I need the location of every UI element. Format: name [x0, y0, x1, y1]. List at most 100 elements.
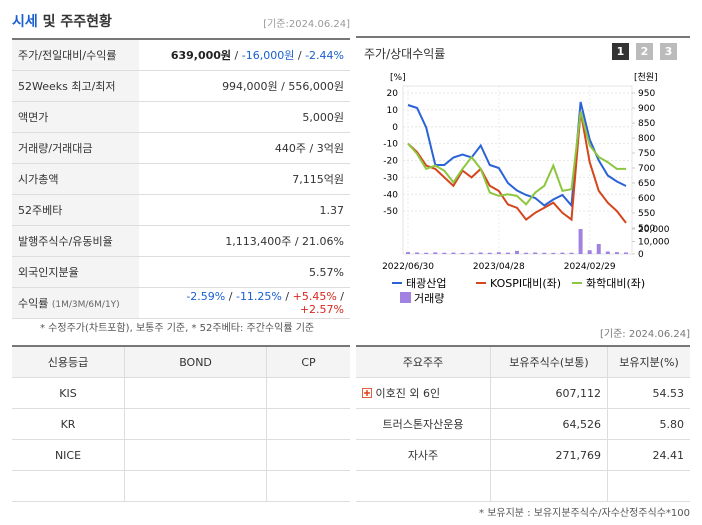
value: 5.57% — [309, 265, 344, 279]
series-line — [407, 111, 627, 224]
value: 556,000원 — [288, 80, 344, 93]
label: 주가/전일대비/수익률 — [18, 49, 117, 62]
value: +2.57% — [299, 303, 344, 316]
label-cell: 52Weeks 최고/최저 — [12, 70, 139, 102]
value: -2.44% — [305, 49, 344, 62]
volume-bar — [469, 252, 474, 254]
volume-bar — [533, 252, 538, 254]
row: 액면가 5,000원 — [12, 101, 350, 133]
separator: / — [281, 80, 285, 93]
cell: 24.41 — [607, 439, 690, 471]
y2-tick-label: 800 — [638, 134, 655, 144]
volume-bar — [424, 252, 429, 254]
volume-tick-label: 10,000 — [638, 238, 670, 248]
y-tick-label: -40 — [383, 190, 398, 200]
volume-bar — [433, 252, 438, 254]
label-cell: 수익률 (1M/3M/6M/1Y) — [12, 287, 139, 319]
label: 발행주식수/유동비율 — [18, 235, 113, 248]
chart-panel-title: 주가/상대수익률 — [364, 47, 446, 61]
y2-tick-label: 950 — [638, 89, 655, 99]
cell: 607,112 — [490, 377, 608, 409]
value-cell: 639,000원 / -16,000원 / -2.44% — [139, 39, 350, 71]
row: 주가/전일대비/수익률 639,000원 / -16,000원 / -2.44% — [12, 39, 350, 71]
value: 440주 — [274, 142, 307, 155]
page-title: 시세 및 주주현황 — [12, 11, 112, 31]
value: 1,113,400주 — [225, 235, 292, 248]
separator: / — [309, 142, 314, 155]
separator: / — [228, 290, 233, 303]
label-cell: 액면가 — [12, 101, 139, 133]
volume-bar — [569, 252, 574, 254]
y2-tick-label: 500 — [638, 224, 655, 234]
legend-label: 거래량 — [414, 292, 444, 305]
row: 52Weeks 최고/최저 994,000원 / 556,000원 — [12, 70, 350, 102]
series-line — [407, 101, 627, 208]
y2-tick-label: 700 — [638, 164, 655, 174]
value-cell: 1,113,400주 / 21.06% — [139, 225, 350, 257]
y-tick-label: 0 — [392, 123, 398, 133]
tab[interactable]: 3 — [660, 43, 677, 60]
y2-tick-label: 650 — [638, 179, 655, 189]
value: -11.25% — [235, 290, 282, 303]
volume-bar — [614, 252, 619, 254]
volume-bar — [587, 250, 592, 254]
label-cell: 주가/전일대비/수익률 — [12, 39, 139, 71]
y2-tick-label: 600 — [638, 194, 655, 204]
title-highlight: 시세 — [12, 14, 38, 30]
base-date: [기준: 2024.06.24] — [599, 329, 690, 340]
value: 21.06% — [302, 235, 344, 248]
value: -16,000원 — [241, 49, 295, 62]
value: 7,115억원 — [292, 173, 344, 186]
y-tick-label: -20 — [383, 157, 398, 167]
volume-tick-label: 0 — [638, 250, 644, 260]
volume-bar — [415, 252, 420, 254]
tab[interactable]: 2 — [636, 43, 653, 60]
tab[interactable]: 1 — [612, 43, 629, 60]
label: 52Weeks 최고/최저 — [18, 80, 116, 93]
x-tick-label: 2023/04/28 — [473, 262, 525, 272]
axis-unit: [%] — [390, 73, 406, 83]
expand-icon[interactable] — [362, 388, 372, 398]
cell: KIS — [12, 377, 125, 409]
value-cell: 7,115억원 — [139, 163, 350, 195]
volume-bar — [442, 252, 447, 254]
legend-label: 태광산업 — [406, 277, 446, 290]
volume-bar — [487, 252, 492, 254]
y2-tick-label: 550 — [638, 209, 655, 219]
base-date: [기준:2024.06.24] — [263, 19, 350, 30]
cell: 5.80 — [607, 408, 690, 440]
value-cell: -2.59% / -11.25% / +5.45% / +2.57% — [139, 287, 350, 319]
y-tick-label: -50 — [383, 207, 398, 217]
row: 거래량/거래대금 440주 / 3억원 — [12, 132, 350, 164]
cell: 자사주 — [356, 439, 491, 471]
value: 1.37 — [319, 203, 345, 217]
label: 시가총액 — [18, 173, 59, 186]
y2-tick-label: 900 — [638, 104, 655, 114]
row: 시가총액 7,115억원 — [12, 163, 350, 195]
row: 52주베타 1.37 — [12, 194, 350, 226]
y2-tick-label: 750 — [638, 149, 655, 159]
label-cell: 거래량/거래대금 — [12, 132, 139, 164]
cell: NICE — [12, 439, 125, 471]
volume-bar — [406, 252, 410, 254]
label-cell: 발행주식수/유동비율 — [12, 225, 139, 257]
label-cell: 52주베타 — [12, 194, 139, 226]
header-cell: 보유주식수(보통) — [490, 346, 608, 378]
quote-table: 주가/전일대비/수익률 639,000원 / -16,000원 / -2.44% 5… — [12, 38, 350, 319]
volume-tick-label: 20,000 — [638, 225, 670, 235]
separator: / — [285, 290, 290, 303]
y-tick-label: 10 — [387, 106, 399, 116]
label: 52주베타 — [18, 204, 63, 217]
volume-bar — [542, 252, 547, 254]
label-cell: 시가총액 — [12, 163, 139, 195]
header-cell: 보유지분(%) — [607, 346, 690, 378]
value-cell: 1.37 — [139, 194, 350, 226]
label-cell: 외국인지분율 — [12, 256, 139, 288]
volume-bar — [478, 252, 483, 254]
cell: 트러스톤자산운용 — [356, 408, 491, 440]
volume-bar — [496, 252, 501, 254]
y-tick-label: -30 — [383, 173, 398, 183]
quote-note: * 수정주가(차트포함), 보통주 기준, * 52주베타: 주간수익률 기준 — [40, 323, 315, 334]
series-line — [407, 111, 626, 206]
